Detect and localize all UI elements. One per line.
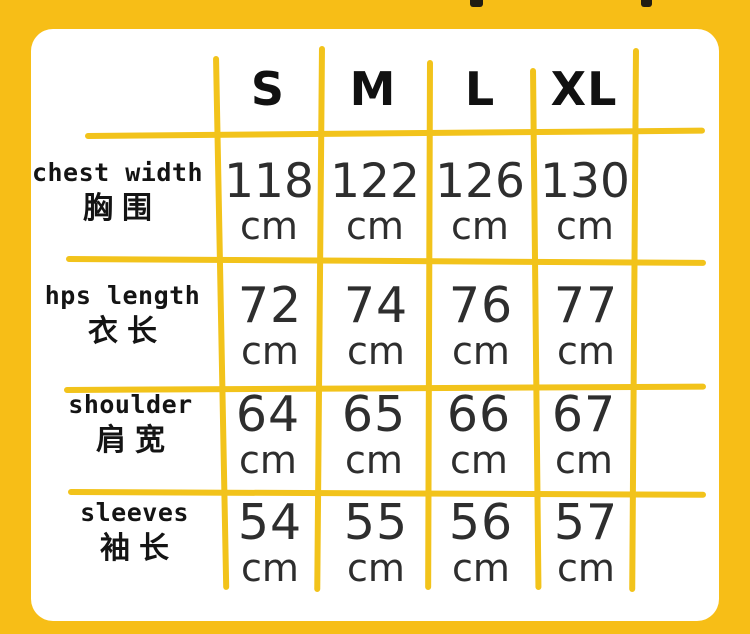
- cell-hps-length-l: 76 cm: [432, 281, 530, 370]
- cell-unit: cm: [241, 546, 299, 590]
- cell-value: 118: [224, 154, 314, 209]
- cell-sleeves-m: 55 cm: [327, 498, 425, 587]
- cell-value: 55: [343, 494, 409, 551]
- cell-unit: cm: [556, 204, 614, 248]
- cell-shoulder-s: 64 cm: [220, 390, 316, 479]
- cell-sleeves-s: 54 cm: [222, 498, 318, 587]
- row-label-shoulder-en: shoulder: [68, 390, 193, 419]
- cell-unit: cm: [557, 546, 615, 590]
- row-label-sleeves: sleeves 袖长: [42, 500, 227, 564]
- cell-value: 66: [446, 386, 512, 443]
- row-label-hps-length-en: hps length: [44, 281, 201, 310]
- cell-value: 76: [448, 277, 514, 334]
- cell-value: 65: [341, 386, 407, 443]
- cell-shoulder-l: 66 cm: [430, 390, 528, 479]
- row-label-sleeves-cn: 袖长: [100, 531, 178, 566]
- cell-value: 77: [553, 277, 619, 334]
- row-label-chest-width-cn: 胸围: [83, 191, 161, 226]
- cell-value: 126: [435, 154, 525, 209]
- row-label-chest-width-en: chest width: [31, 158, 204, 187]
- cell-unit: cm: [345, 438, 403, 482]
- cell-unit: cm: [346, 204, 404, 248]
- row-label-sleeves-en: sleeves: [80, 498, 189, 527]
- cell-value: 122: [330, 154, 420, 209]
- cell-value: 64: [235, 386, 301, 443]
- cell-unit: cm: [347, 546, 405, 590]
- cell-shoulder-xl: 67 cm: [535, 390, 633, 479]
- cropped-text-mark-left: [470, 0, 483, 7]
- cell-unit: cm: [240, 204, 298, 248]
- cell-value: 54: [237, 494, 303, 551]
- row-label-chest-width: chest width 胸围: [25, 160, 210, 224]
- cell-value: 67: [551, 386, 617, 443]
- cell-unit: cm: [557, 329, 615, 373]
- row-label-hps-length-cn: 衣长: [88, 314, 166, 349]
- cell-unit: cm: [451, 204, 509, 248]
- cell-chest-width-xl: 130 cm: [535, 158, 635, 245]
- cell-unit: cm: [452, 546, 510, 590]
- cell-unit: cm: [239, 438, 297, 482]
- column-header-xl: XL: [550, 62, 618, 116]
- cell-sleeves-l: 56 cm: [432, 498, 530, 587]
- cell-hps-length-xl: 77 cm: [537, 281, 635, 370]
- cell-chest-width-s: 118 cm: [220, 158, 318, 245]
- cell-value: 130: [540, 154, 630, 209]
- column-header-s: S: [250, 62, 286, 116]
- cell-unit: cm: [241, 329, 299, 373]
- cell-unit: cm: [450, 438, 508, 482]
- cell-value: 57: [553, 494, 619, 551]
- cell-value: 72: [237, 277, 303, 334]
- cell-unit: cm: [555, 438, 613, 482]
- cell-hps-length-m: 74 cm: [327, 281, 425, 370]
- cell-unit: cm: [347, 329, 405, 373]
- cropped-text-mark-right: [641, 0, 652, 7]
- cell-unit: cm: [452, 329, 510, 373]
- column-header-m: M: [349, 62, 397, 116]
- cell-chest-width-l: 126 cm: [430, 158, 530, 245]
- cell-value: 74: [343, 277, 409, 334]
- cell-sleeves-xl: 57 cm: [537, 498, 635, 587]
- row-label-shoulder: shoulder 肩宽: [38, 392, 223, 456]
- column-header-l: L: [464, 62, 496, 116]
- cell-value: 56: [448, 494, 514, 551]
- cell-hps-length-s: 72 cm: [222, 281, 318, 370]
- row-label-shoulder-cn: 肩宽: [96, 423, 174, 458]
- row-label-hps-length: hps length 衣长: [30, 283, 215, 347]
- cell-shoulder-m: 65 cm: [325, 390, 423, 479]
- cell-chest-width-m: 122 cm: [325, 158, 425, 245]
